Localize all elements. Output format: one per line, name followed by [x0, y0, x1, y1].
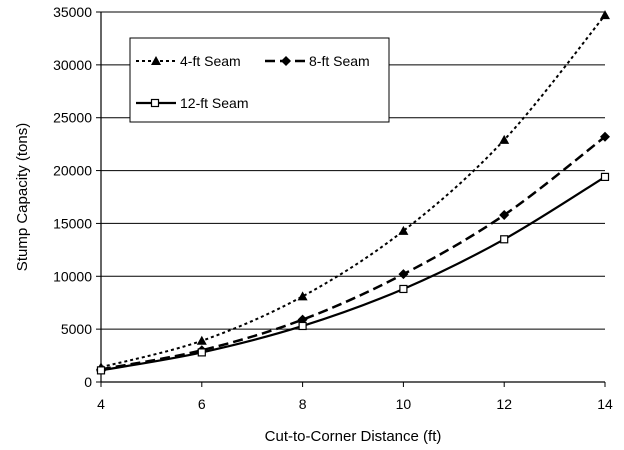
data-point-diamond — [398, 269, 409, 280]
data-point-triangle — [297, 291, 308, 301]
legend-marker-8ft — [281, 56, 291, 66]
data-point-square — [600, 172, 610, 182]
data-point-square — [298, 321, 307, 331]
x-tick-label: 4 — [97, 396, 105, 412]
x-tick-label: 10 — [396, 396, 412, 412]
data-point-square — [96, 366, 106, 375]
data-point-square — [500, 235, 509, 244]
legend-label-8ft: 8-ft Seam — [309, 53, 370, 69]
legend-item-8ft: 8-ft Seam — [265, 53, 370, 69]
series-diamond — [96, 131, 610, 375]
legend-label-12ft: 12-ft Seam — [180, 95, 248, 111]
x-tick-labels: 4 6 8 10 12 14 — [97, 382, 613, 412]
x-tick-label: 6 — [198, 396, 206, 412]
legend-label-4ft: 4-ft Seam — [180, 53, 241, 69]
y-tick-label: 20000 — [53, 163, 92, 179]
series-line — [100, 175, 606, 372]
x-axis-label: Cut-to-Corner Distance (ft) — [265, 428, 442, 445]
legend-marker-4ft — [151, 56, 161, 65]
data-point-triangle — [196, 335, 207, 345]
y-tick-label: 30000 — [53, 57, 92, 73]
legend: 4-ft Seam 8-ft Seam 12-ft Seam — [129, 37, 390, 123]
y-tick-label: 35000 — [53, 4, 92, 20]
data-point-triangle — [398, 225, 409, 235]
x-tick-label: 14 — [597, 396, 613, 412]
data-point-square — [197, 348, 206, 357]
y-tick-label: 10000 — [53, 268, 92, 284]
legend-box — [129, 37, 390, 123]
axes — [100, 12, 605, 383]
x-tick-label: 12 — [496, 396, 512, 412]
series-line — [100, 14, 606, 369]
series-line — [100, 135, 606, 371]
data-point-diamond — [499, 209, 510, 220]
series-group — [96, 10, 610, 375]
data-point-triangle — [499, 134, 510, 144]
y-axis-label: Stump Capacity (tons) — [14, 123, 31, 271]
legend-item-4ft: 4-ft Seam — [136, 53, 241, 69]
legend-marker-12ft — [150, 98, 160, 108]
series-square — [96, 172, 610, 375]
y-tick-label: 5000 — [61, 321, 92, 337]
y-tick-label: 25000 — [53, 110, 92, 126]
y-tick-label: 0 — [84, 374, 92, 390]
x-tick-label: 8 — [299, 396, 307, 412]
data-point-triangle — [600, 10, 610, 20]
y-tick-labels: 0 5000 10000 15000 20000 25000 30000 35000 — [53, 4, 101, 390]
legend-item-12ft: 12-ft Seam — [136, 95, 248, 111]
data-point-square — [399, 284, 408, 294]
y-tick-label: 15000 — [53, 215, 92, 231]
data-point-diamond — [600, 131, 610, 142]
